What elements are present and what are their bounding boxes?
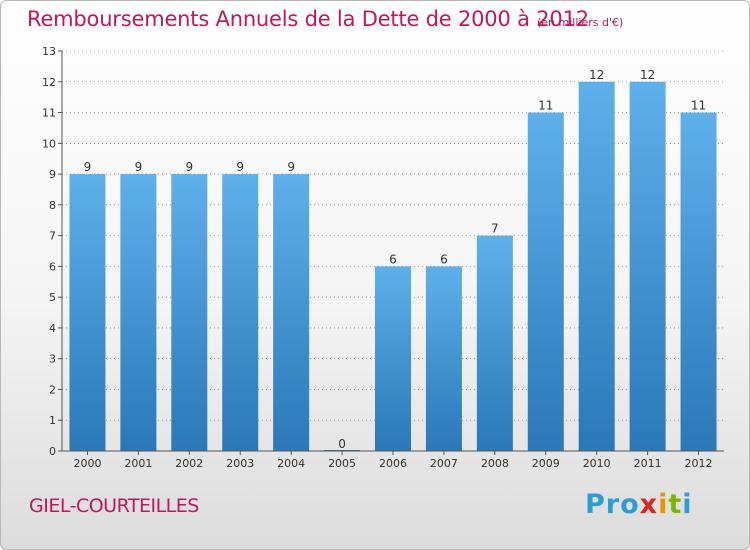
chart-subtitle: (en milliers d'€): [537, 16, 624, 29]
x-tick-label: 2005: [328, 457, 356, 470]
x-tick-label: 2000: [73, 457, 101, 470]
chart-title: Remboursements Annuels de la Dette de 20…: [27, 7, 589, 31]
x-tick-label: 2002: [175, 457, 203, 470]
y-tick-label: 3: [49, 353, 56, 366]
y-tick-label: 5: [49, 291, 56, 304]
y-tick-label: 13: [42, 45, 56, 58]
bar-value-label: 11: [691, 99, 706, 113]
y-tick-label: 1: [49, 414, 56, 427]
y-tick-label: 0: [49, 445, 56, 458]
bar: [680, 112, 717, 452]
bar-value-label: 9: [84, 160, 92, 174]
x-tick-label: 2012: [685, 457, 713, 470]
bar-value-label: 11: [538, 99, 553, 113]
bar-value-label: 9: [236, 160, 244, 174]
bar: [578, 81, 615, 452]
data-labels: 9 9 9 9 9 0 6 6 7 11 12 12 11: [84, 68, 707, 451]
bar-series: [69, 81, 717, 452]
bar: [375, 266, 411, 451]
bar-value-label: 12: [640, 68, 655, 82]
bar-value-label: 9: [185, 160, 193, 174]
bar-value-label: 9: [135, 160, 143, 174]
x-tick-label: 2009: [532, 457, 560, 470]
logo-part: i: [658, 489, 669, 520]
commune-name: GIEL-COURTEILLES: [29, 495, 199, 517]
logo-part: x: [639, 489, 659, 520]
x-tick-label: 2011: [634, 457, 662, 470]
y-tick-label: 10: [42, 137, 56, 150]
y-tick-label: 4: [49, 322, 56, 335]
bar: [69, 174, 106, 452]
bar-value-label: 0: [338, 437, 346, 451]
logo-part: i: [682, 489, 693, 520]
y-tick-label: 6: [49, 260, 56, 273]
bar: [273, 174, 310, 452]
bar: [476, 235, 513, 451]
x-tick-label: 2007: [430, 457, 458, 470]
x-tick-label: 2008: [481, 457, 509, 470]
y-tick-label: 12: [42, 76, 56, 89]
bar: [171, 174, 208, 452]
logo-part: Pro: [585, 489, 640, 520]
x-tick-label: 2001: [124, 457, 152, 470]
x-tick-label: 2004: [277, 457, 305, 470]
proxiti-logo[interactable]: Proxiti: [585, 489, 693, 520]
bar-value-label: 12: [589, 68, 604, 82]
logo-part: t: [668, 489, 683, 520]
bar-value-label: 7: [491, 222, 499, 236]
bar-value-label: 6: [389, 252, 397, 266]
y-tick-label: 11: [42, 107, 56, 120]
bar-value-label: 6: [440, 252, 448, 266]
bar: [425, 266, 462, 451]
x-tick-label: 2010: [583, 457, 611, 470]
y-tick-label: 9: [49, 168, 56, 181]
bar-value-label: 9: [287, 160, 295, 174]
y-tick-label: 2: [49, 383, 56, 396]
bar: [120, 174, 157, 452]
bar: [527, 112, 564, 452]
x-tick-label: 2003: [226, 457, 254, 470]
bar: [222, 174, 259, 452]
y-tick-label: 7: [49, 230, 56, 243]
y-tick-label: 8: [49, 199, 56, 212]
bar: [629, 81, 666, 452]
x-tick-label: 2006: [379, 457, 407, 470]
